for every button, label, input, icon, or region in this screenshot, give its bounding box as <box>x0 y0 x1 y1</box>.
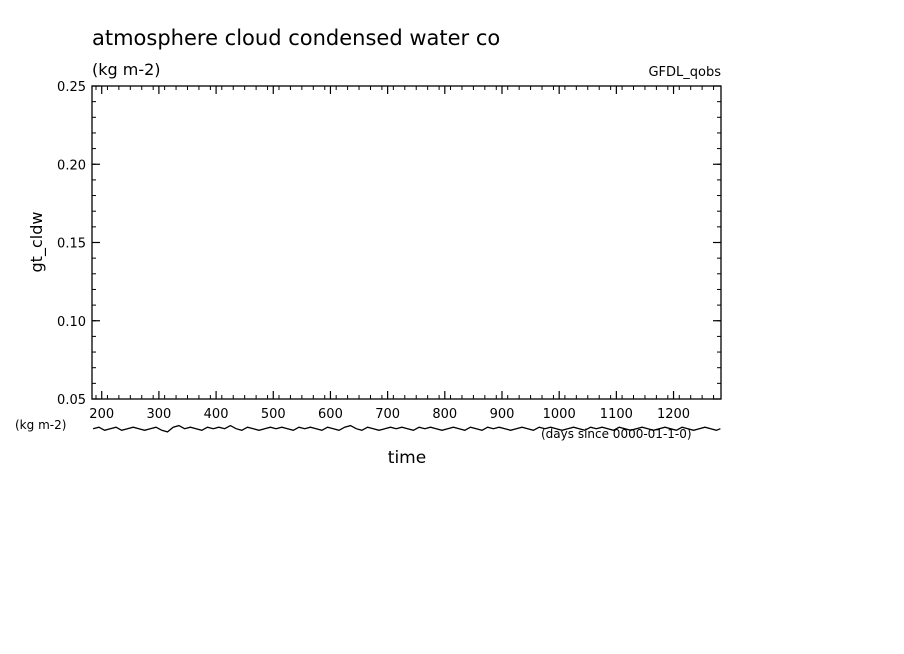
y-axis: 0.25 0.20 0.15 0.10 0.05 <box>57 80 721 408</box>
chart-title: atmosphere cloud condensed water co <box>92 26 500 50</box>
source-label: GFDL_qobs <box>648 65 721 80</box>
x-tick-label: 500 <box>261 407 286 422</box>
x-tick-label: 1100 <box>600 407 633 422</box>
plot-frame <box>91 85 722 400</box>
y-tick-label: 0.20 <box>57 158 86 173</box>
y-tick-label: 0.10 <box>57 315 86 330</box>
x-tick-label: 700 <box>375 407 400 422</box>
x-tick-label: 300 <box>146 407 171 422</box>
x-axis-label: time <box>388 448 426 468</box>
y-tick-label: 0.15 <box>57 237 86 252</box>
y-axis-label: gt_cldw <box>27 212 47 273</box>
x-tick-label: 900 <box>490 407 515 422</box>
x-axis: 200 300 400 500 600 700 800 900 1000 1100 1200 <box>89 86 690 422</box>
x-tick-label: 1000 <box>543 407 576 422</box>
series-line <box>92 424 721 433</box>
y-tick-label: 0.25 <box>57 80 86 95</box>
y-tick-label: 0.05 <box>57 393 86 408</box>
x-tick-label: 1200 <box>657 407 690 422</box>
x-tick-label: 600 <box>318 407 343 422</box>
x-tick-label: 400 <box>204 407 229 422</box>
x-tick-label: 200 <box>89 407 114 422</box>
x-tick-label: 800 <box>432 407 457 422</box>
y-unit-label: (kg m-2) <box>15 418 66 432</box>
minor-ticks <box>92 86 721 399</box>
chart-subtitle: (kg m-2) <box>92 60 161 79</box>
